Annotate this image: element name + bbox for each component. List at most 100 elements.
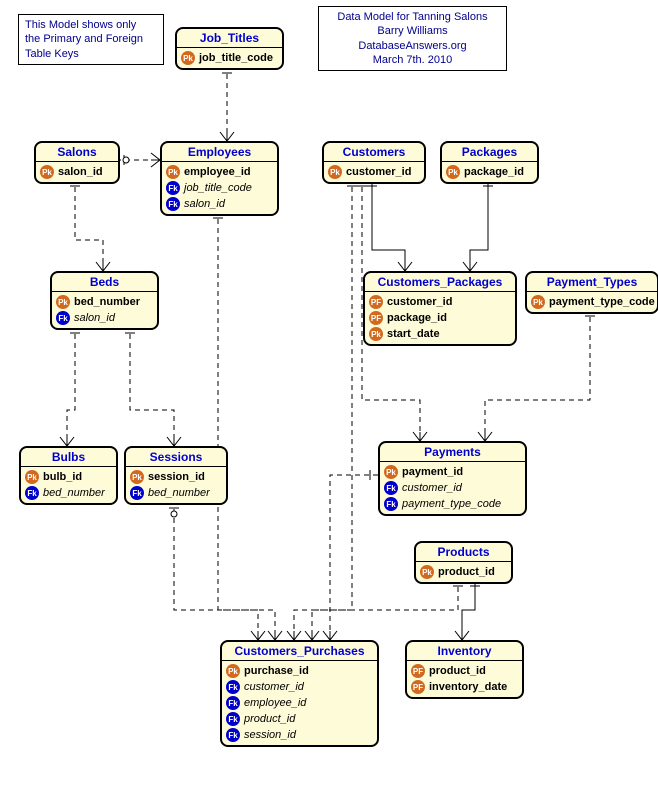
entity-packages: PackagesPkpackage_id (440, 141, 539, 184)
fk-icon: Fk (56, 311, 70, 325)
entity-sessions: SessionsPksession_idFkbed_number (124, 446, 228, 505)
attr-name: payment_type_code (402, 498, 501, 510)
attr-row: Pk bed_number (56, 294, 153, 310)
attr-name: payment_type_code (549, 296, 655, 308)
fk-icon: Fk (166, 181, 180, 195)
fk-icon: Fk (226, 696, 240, 710)
entity-body: Pk bulb_id Fkbed_number (21, 467, 116, 503)
entity-customers: Customers Pkcustomer_id (322, 141, 426, 184)
entity-body: Pk session_id Fk bed_number (126, 467, 226, 503)
attr-row: PFpackage_id (369, 310, 511, 326)
attr-name: product_id (429, 665, 486, 677)
entity-title: Products (416, 543, 511, 562)
pk-icon: Pk (369, 327, 383, 341)
attr-row: Fk salon_id (166, 196, 273, 212)
pk-icon: Pk (25, 470, 39, 484)
entity-body: Pkproduct_id (416, 562, 511, 582)
entity-title: Bulbs (21, 448, 116, 467)
entity-body: Pkcustomer_id (324, 162, 424, 182)
pf-icon: PF (411, 664, 425, 678)
attr-name: session_id (244, 729, 296, 741)
attr-name: inventory_date (429, 681, 507, 693)
attr-row: Pksalon_id (40, 164, 114, 180)
attr-row: Pk bulb_id (25, 469, 112, 485)
attr-name: bed_number (74, 296, 140, 308)
entity-body: Pkjob_title_code (177, 48, 282, 68)
pk-icon: Pk (56, 295, 70, 309)
pk-icon: Pk (130, 470, 144, 484)
attr-row: PF inventory_date (411, 679, 518, 695)
attr-name: customer_id (244, 681, 304, 693)
attr-row: Fk customer_id (226, 679, 373, 695)
attr-name: employee_id (244, 697, 306, 709)
attr-row: Pkproduct_id (420, 564, 507, 580)
attr-name: salon_id (184, 198, 225, 210)
attr-row: Pk employee_id (166, 164, 273, 180)
pk-icon: Pk (40, 165, 54, 179)
info-box-right: Data Model for Tanning Salons Barry Will… (318, 6, 507, 71)
entity-body: PF product_id PF inventory_date (407, 661, 522, 697)
attr-row: Fk session_id (226, 727, 373, 743)
entity-body: Pksalon_id (36, 162, 118, 182)
entity-payments: PaymentsPkpayment_idFkcustomer_idFkpayme… (378, 441, 527, 516)
entity-customers_purchases: Customers_PurchasesPkpurchase_idFkcustom… (220, 640, 379, 747)
attr-row: Fk bed_number (130, 485, 222, 501)
entity-body: Pk package_id (442, 162, 537, 182)
pf-icon: PF (411, 680, 425, 694)
info-text: the Primary and Foreign (25, 32, 157, 46)
entity-body: Pk bed_number Fksalon_id (52, 292, 157, 328)
info-text: Barry Williams (325, 24, 500, 38)
attr-row: Pkpayment_type_code (531, 294, 653, 310)
attr-row: Pkcustomer_id (328, 164, 420, 180)
entity-body: PFcustomer_idPFpackage_idPk start_date (365, 292, 515, 344)
pk-icon: Pk (328, 165, 342, 179)
entity-job_titles: Job_TitlesPkjob_title_code (175, 27, 284, 70)
attr-row: Fksalon_id (56, 310, 153, 326)
fk-icon: Fk (226, 680, 240, 694)
attr-name: job_title_code (184, 182, 252, 194)
fk-icon: Fk (226, 712, 240, 726)
info-text: DatabaseAnswers.org (325, 39, 500, 53)
pk-icon: Pk (384, 465, 398, 479)
attr-name: product_id (244, 713, 295, 725)
entity-body: Pkpayment_idFkcustomer_idFk payment_type_… (380, 462, 525, 514)
attr-name: package_id (387, 312, 447, 324)
entity-title: Customers_Packages (365, 273, 515, 292)
entity-title: Beds (52, 273, 157, 292)
attr-row: Pk package_id (446, 164, 533, 180)
entity-bulbs: Bulbs Pk bulb_id Fkbed_number (19, 446, 118, 505)
attr-name: session_id (148, 471, 205, 483)
fk-icon: Fk (130, 486, 144, 500)
attr-row: Pkpurchase_id (226, 663, 373, 679)
attr-name: purchase_id (244, 665, 309, 677)
attr-name: bulb_id (43, 471, 82, 483)
attr-row: Pkpayment_id (384, 464, 521, 480)
pk-icon: Pk (166, 165, 180, 179)
attr-name: package_id (464, 166, 524, 178)
entity-title: Job_Titles (177, 29, 282, 48)
attr-row: Fk job_title_code (166, 180, 273, 196)
entity-beds: Beds Pk bed_number Fksalon_id (50, 271, 159, 330)
entity-title: Customers (324, 143, 424, 162)
entity-title: Payment_Types (527, 273, 657, 292)
attr-row: Fkbed_number (25, 485, 112, 501)
pk-icon: Pk (181, 51, 195, 65)
attr-row: Fkcustomer_id (384, 480, 521, 496)
attr-row: Fk product_id (226, 711, 373, 727)
attr-name: bed_number (148, 487, 210, 499)
entity-title: Employees (162, 143, 277, 162)
fk-icon: Fk (166, 197, 180, 211)
attr-row: PF product_id (411, 663, 518, 679)
attr-name: employee_id (184, 166, 251, 178)
fk-icon: Fk (384, 497, 398, 511)
pk-icon: Pk (446, 165, 460, 179)
entity-title: Customers_Purchases (222, 642, 377, 661)
attr-row: PFcustomer_id (369, 294, 511, 310)
entity-title: Inventory (407, 642, 522, 661)
fk-icon: Fk (384, 481, 398, 495)
entity-title: Salons (36, 143, 118, 162)
entity-customers_packages: Customers_PackagesPFcustomer_idPFpackage… (363, 271, 517, 346)
attr-name: start_date (387, 328, 440, 340)
fk-icon: Fk (226, 728, 240, 742)
attr-name: customer_id (387, 296, 452, 308)
